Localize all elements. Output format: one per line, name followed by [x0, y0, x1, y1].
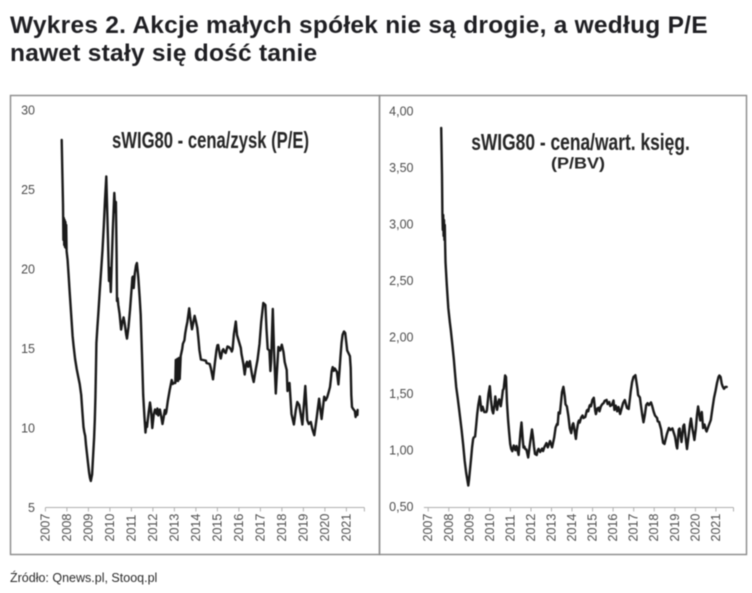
svg-text:2017: 2017 — [627, 514, 641, 542]
svg-text:1,00: 1,00 — [389, 443, 413, 457]
svg-text:2013: 2013 — [167, 514, 181, 542]
svg-text:2021: 2021 — [339, 514, 353, 542]
svg-text:2010: 2010 — [483, 514, 497, 542]
svg-text:2007: 2007 — [38, 514, 52, 542]
svg-text:2011: 2011 — [124, 515, 138, 542]
svg-text:2009: 2009 — [462, 514, 476, 542]
svg-text:20: 20 — [21, 262, 35, 276]
svg-text:2007: 2007 — [421, 514, 435, 542]
svg-text:2016: 2016 — [606, 514, 620, 542]
svg-text:25: 25 — [21, 183, 35, 197]
svg-text:sWIG80 - cena/wart. księg.: sWIG80 - cena/wart. księg. — [471, 129, 690, 155]
svg-text:2019: 2019 — [296, 514, 310, 542]
svg-text:0,50: 0,50 — [389, 500, 413, 514]
svg-text:3,50: 3,50 — [389, 161, 413, 175]
svg-text:2020: 2020 — [688, 514, 702, 542]
svg-text:5: 5 — [28, 501, 35, 515]
svg-text:2,00: 2,00 — [389, 330, 413, 344]
svg-text:2009: 2009 — [81, 514, 95, 542]
svg-text:1,50: 1,50 — [389, 387, 413, 401]
svg-text:2013: 2013 — [545, 514, 559, 542]
svg-text:2014: 2014 — [189, 514, 203, 542]
svg-text:2018: 2018 — [647, 514, 661, 542]
svg-text:2011: 2011 — [503, 515, 517, 542]
svg-text:2010: 2010 — [103, 514, 117, 542]
svg-text:2018: 2018 — [275, 514, 289, 542]
svg-text:2020: 2020 — [318, 514, 332, 542]
svg-text:sWIG80 - cena/zysk (P/E): sWIG80 - cena/zysk (P/E) — [112, 127, 309, 153]
svg-text:2017: 2017 — [253, 514, 267, 542]
svg-text:2014: 2014 — [565, 514, 579, 542]
svg-text:2015: 2015 — [586, 514, 600, 542]
svg-text:(P/BV): (P/BV) — [551, 155, 605, 172]
svg-text:2016: 2016 — [232, 514, 246, 542]
svg-text:2021: 2021 — [709, 514, 723, 542]
svg-text:3,00: 3,00 — [389, 217, 413, 231]
svg-text:2,50: 2,50 — [389, 274, 413, 288]
svg-text:30: 30 — [21, 103, 35, 117]
svg-text:2012: 2012 — [524, 514, 538, 542]
svg-text:15: 15 — [21, 342, 35, 356]
svg-text:4,00: 4,00 — [389, 104, 413, 118]
svg-text:10: 10 — [21, 421, 35, 435]
svg-text:2015: 2015 — [210, 514, 224, 542]
svg-text:2008: 2008 — [442, 514, 456, 542]
svg-text:2008: 2008 — [60, 514, 74, 542]
svg-text:2019: 2019 — [668, 514, 682, 542]
svg-text:2012: 2012 — [146, 514, 160, 542]
